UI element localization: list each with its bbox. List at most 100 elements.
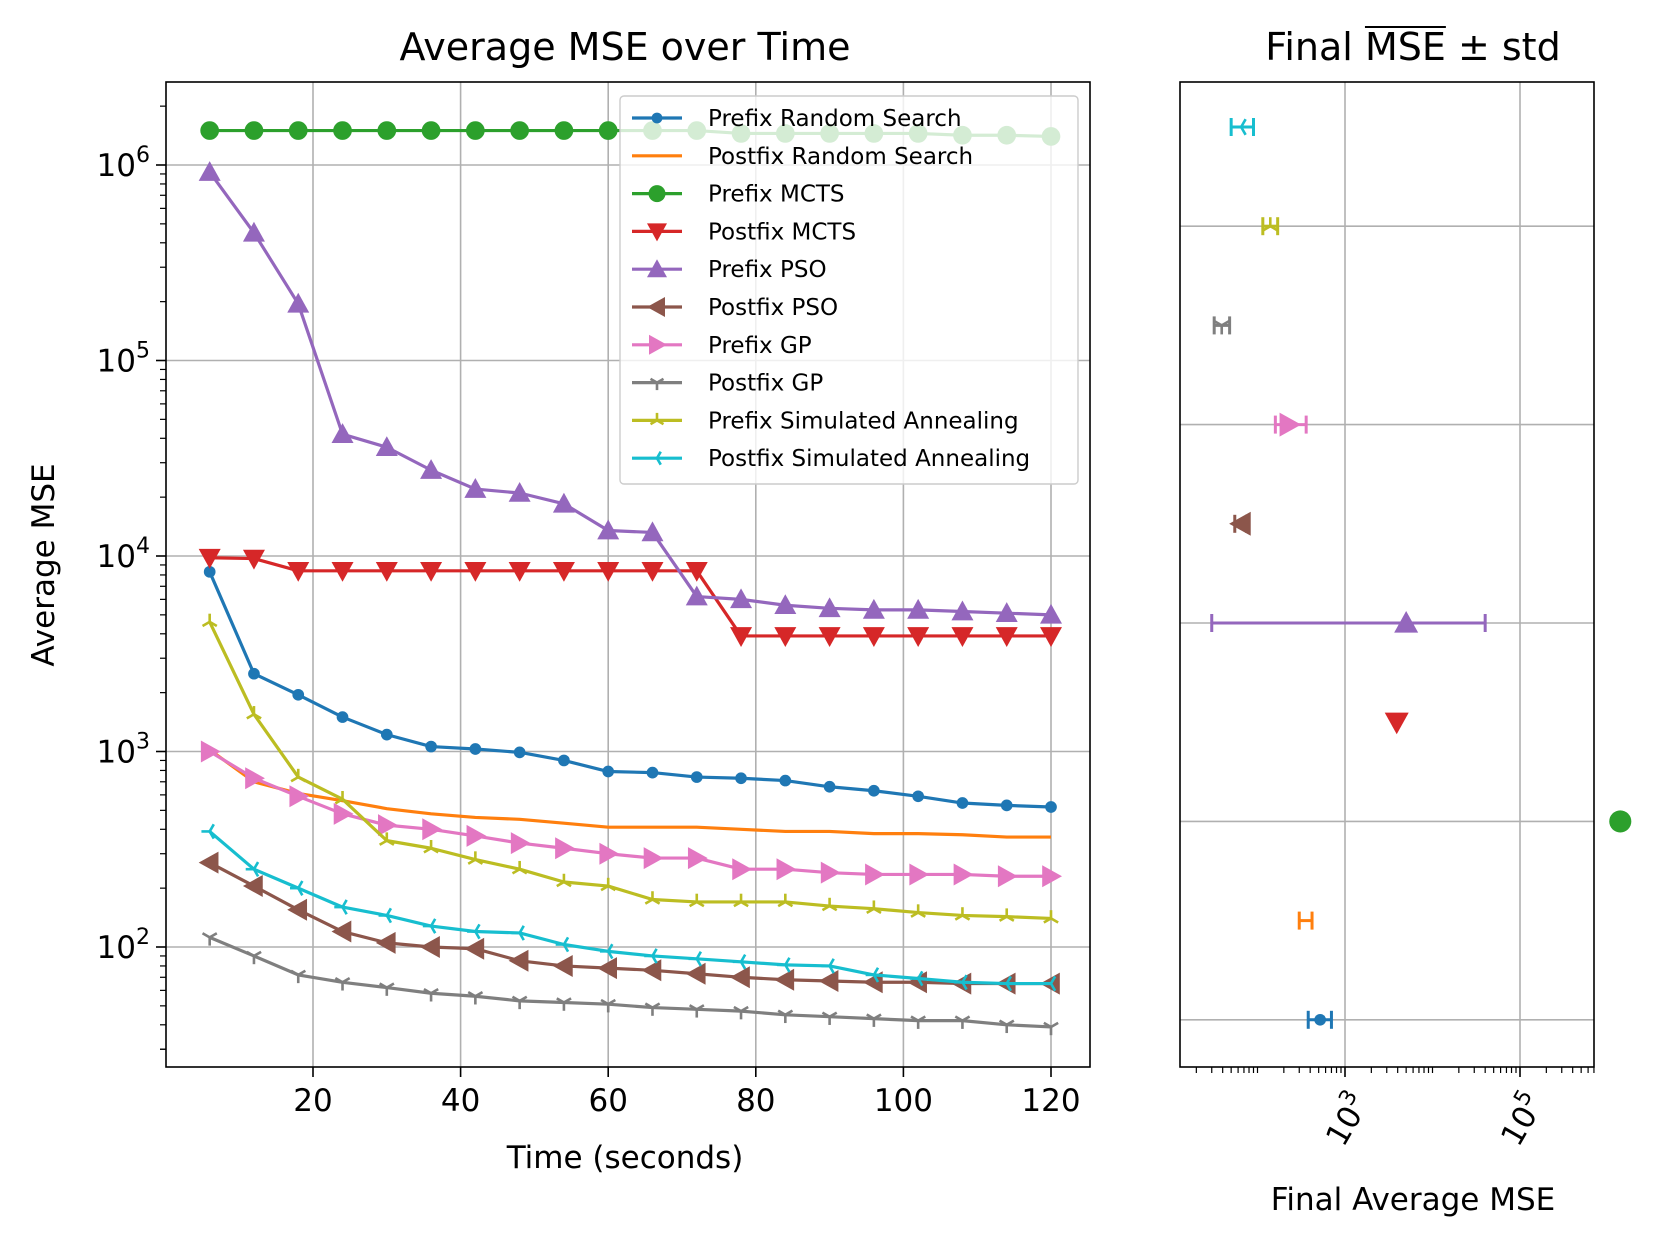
data-point <box>513 746 526 759</box>
data-point <box>246 950 262 965</box>
data-point <box>336 711 349 723</box>
data-point <box>375 562 398 582</box>
data-point <box>774 627 797 647</box>
y-tick-label: 105 <box>97 339 150 380</box>
errorbar-postfix-random-search <box>1297 911 1314 930</box>
data-point <box>777 957 791 973</box>
data-point <box>688 951 703 967</box>
data-point <box>774 594 797 615</box>
mean-marker <box>1229 511 1251 536</box>
data-point <box>998 1019 1015 1034</box>
data-point <box>201 823 215 840</box>
series-postfix-gp <box>201 932 1059 1036</box>
data-point <box>687 847 708 870</box>
legend-marker <box>647 297 665 317</box>
legend-label: Prefix Simulated Annealing <box>708 408 1019 434</box>
data-point <box>909 863 930 886</box>
data-point <box>422 818 443 841</box>
data-point <box>909 970 924 987</box>
data-point <box>777 1009 794 1024</box>
legend-marker <box>651 112 663 124</box>
legend-item-prefix-random-search: Prefix Random Search <box>632 106 962 132</box>
data-point <box>556 873 572 888</box>
data-point <box>735 772 747 785</box>
data-point <box>602 765 615 778</box>
errorbar-prefix-random-search <box>1306 1010 1333 1029</box>
legend-item-postfix-mcts: Postfix MCTS <box>632 219 856 245</box>
legend-label: Prefix Random Search <box>708 106 962 132</box>
legend-label: Prefix GP <box>708 333 812 359</box>
mean-marker <box>1314 1013 1327 1026</box>
data-point <box>464 478 487 498</box>
data-point <box>508 949 529 972</box>
data-point <box>287 292 310 313</box>
data-point <box>248 667 260 680</box>
data-point <box>464 937 485 960</box>
data-point <box>375 931 396 954</box>
legend-label: Prefix MCTS <box>708 182 845 208</box>
data-point <box>644 948 658 964</box>
data-point <box>733 893 749 908</box>
series-postfix-mcts <box>198 548 1062 647</box>
series-prefix-gp <box>200 740 1062 888</box>
data-point <box>600 998 616 1013</box>
data-point <box>508 482 531 502</box>
data-point <box>289 785 310 808</box>
legend-label: Postfix Random Search <box>708 144 973 170</box>
data-point <box>378 907 393 924</box>
data-point <box>597 562 620 582</box>
data-point <box>995 627 1018 647</box>
data-point <box>643 847 664 870</box>
legend-label: Postfix MCTS <box>708 219 856 245</box>
x-tick-label: 60 <box>588 1083 627 1119</box>
title-prefix: Final <box>1265 25 1353 69</box>
data-point <box>821 897 838 912</box>
data-point <box>552 492 575 513</box>
errorbar-chart-panel: Final MSE ± std Final Average MSE 103 105 <box>1179 25 1632 1218</box>
data-point <box>910 1015 926 1029</box>
title-overline-mse: MSE <box>1365 25 1446 69</box>
series-prefix-pso <box>198 161 1062 624</box>
series-postfix-random-search <box>208 748 1051 839</box>
data-point <box>733 1005 749 1020</box>
data-point <box>242 549 265 570</box>
legend-label: Postfix GP <box>708 371 823 397</box>
data-point <box>510 832 531 855</box>
line-chart-y-label: Average MSE <box>26 463 62 666</box>
data-point <box>907 598 930 619</box>
x-tick-label: 40 <box>441 1083 480 1119</box>
legend-marker <box>649 451 662 466</box>
y-tick-label: 102 <box>97 925 150 966</box>
data-point <box>420 936 440 958</box>
data-point <box>821 958 835 974</box>
line-chart-panel: Average MSE over Time Time (seconds) Ave… <box>26 25 1091 1176</box>
y-tick-label: 104 <box>97 534 150 575</box>
data-point <box>641 562 664 582</box>
data-point <box>511 860 528 875</box>
errorbar-prefix-mcts <box>1609 810 1632 833</box>
y-tick-label: 103 <box>97 730 150 771</box>
data-point <box>331 562 354 582</box>
x-tick-label: 80 <box>736 1083 775 1119</box>
legend-item-prefix-mcts: Prefix MCTS <box>632 182 845 208</box>
data-point <box>1045 801 1057 813</box>
data-point <box>421 121 441 140</box>
data-point <box>244 121 264 140</box>
data-point <box>290 969 307 984</box>
legend-label: Prefix PSO <box>708 257 827 283</box>
data-point <box>951 627 974 647</box>
data-point <box>599 842 620 865</box>
data-point <box>1043 1021 1059 1036</box>
mean-marker <box>1213 319 1231 335</box>
data-point <box>245 861 260 877</box>
line-chart-title: Average MSE over Time <box>400 25 851 69</box>
data-point <box>690 771 703 783</box>
series-line <box>208 621 1052 921</box>
data-point <box>866 900 882 914</box>
mean-marker <box>1232 118 1247 136</box>
data-point <box>467 990 484 1005</box>
data-point <box>420 459 443 479</box>
data-point <box>998 975 1012 992</box>
data-point <box>910 904 926 918</box>
